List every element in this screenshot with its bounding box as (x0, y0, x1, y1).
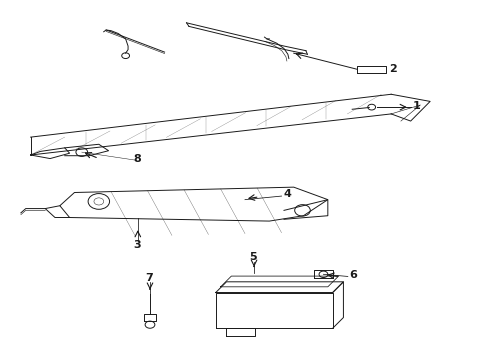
Text: 8: 8 (133, 154, 141, 164)
Text: 5: 5 (249, 252, 257, 262)
Text: 6: 6 (349, 270, 357, 280)
Text: 3: 3 (133, 240, 141, 250)
Text: 4: 4 (283, 189, 291, 199)
Text: 2: 2 (389, 64, 396, 74)
Text: 7: 7 (145, 273, 153, 283)
Text: 1: 1 (413, 101, 421, 111)
